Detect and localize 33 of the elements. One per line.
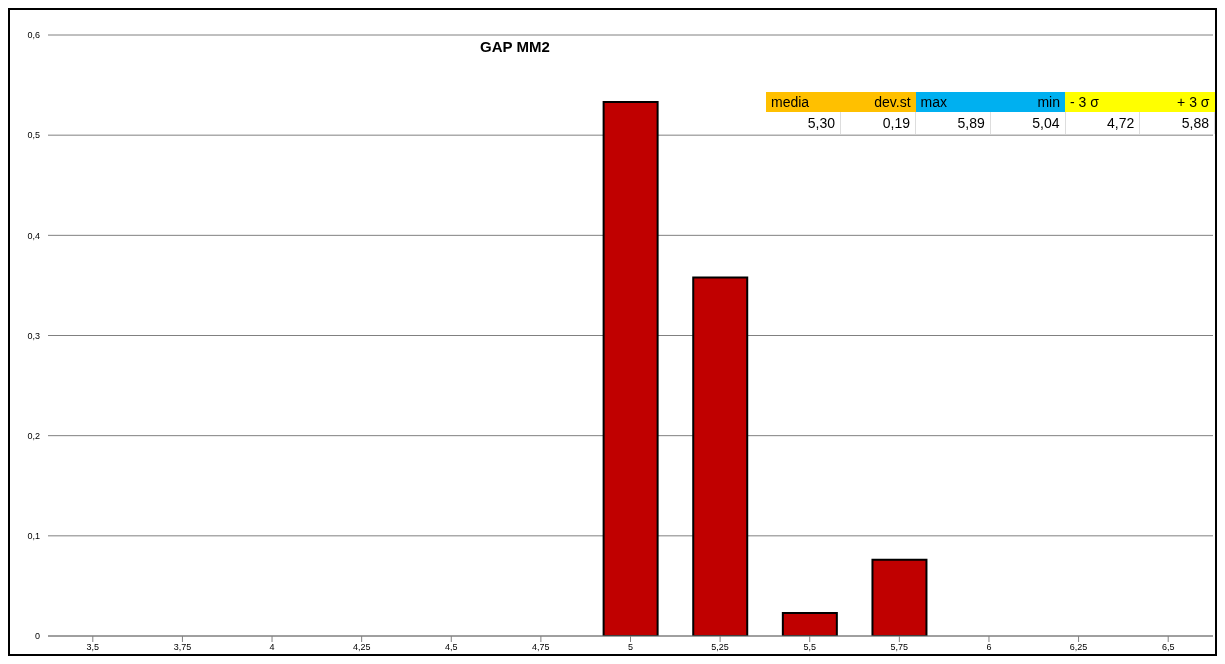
annotation: max	[915, 92, 991, 112]
x-tick-label: 4,5	[445, 642, 458, 653]
y-tick-label: 0,2	[27, 430, 40, 441]
x-tick-label: 5,5	[803, 642, 816, 653]
annotation: 5,04	[990, 112, 1066, 134]
annotation: + 3 σ	[1139, 92, 1215, 112]
annotation: media	[766, 92, 841, 112]
chart-title: GAP MM2	[480, 38, 550, 55]
x-tick-label: 4	[269, 642, 275, 653]
x-tick-label: 6	[986, 642, 992, 653]
y-tick-label: 0,6	[27, 30, 40, 41]
annotation: 5,30	[766, 112, 841, 134]
y-tick-label: 0,4	[27, 230, 40, 241]
annotation: 0,19	[840, 112, 916, 134]
annotation: min	[990, 92, 1066, 112]
annotation: - 3 σ	[1065, 92, 1140, 112]
y-tick-label: 0,3	[27, 330, 40, 341]
x-tick-label: 3,75	[173, 642, 192, 653]
x-tick-label: 6,25	[1069, 642, 1088, 653]
annotation: 5,88	[1139, 112, 1215, 134]
x-tick-label: 5	[627, 642, 634, 653]
y-tick-label: 0	[34, 631, 40, 642]
x-tick-label: 5,25	[711, 642, 729, 653]
x-tick-label: 6,5	[1161, 642, 1175, 653]
annotation: 5,89	[915, 112, 991, 134]
annotation: dev.st	[840, 92, 916, 112]
x-tick-label: 4,75	[532, 642, 550, 653]
x-tick-label: 5,75	[890, 642, 909, 653]
x-tick-label: 4,25	[352, 642, 371, 653]
y-tick-label: 0,1	[27, 531, 40, 542]
annotation: 4,72	[1065, 112, 1140, 134]
y-tick-label: 0,5	[27, 130, 40, 141]
x-tick-label: 3,5	[86, 642, 100, 653]
